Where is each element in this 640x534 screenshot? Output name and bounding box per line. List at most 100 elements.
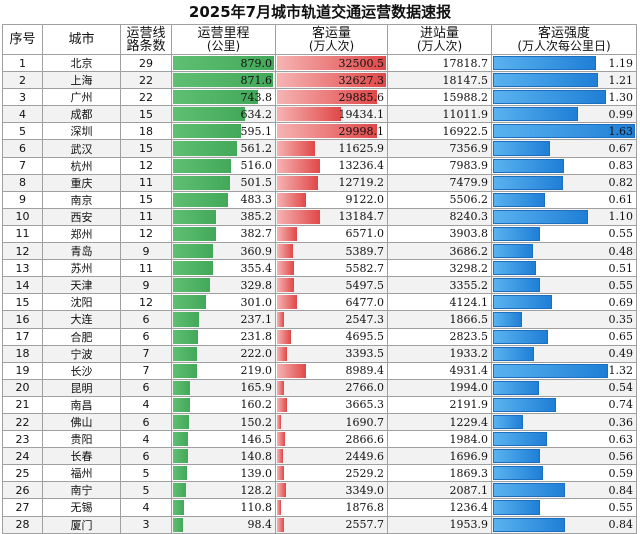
cell-km-value: 128.2 [240, 483, 273, 497]
cell-lines: 6 [120, 378, 172, 397]
cell-entries-value: 1696.9 [449, 449, 489, 463]
cell-entries: 3903.8 [387, 224, 492, 244]
cell-km-bar [173, 449, 188, 464]
cell-intensity-bar [493, 346, 535, 361]
cell-intensity: 0.36 [491, 412, 637, 432]
cell-rank: 11 [2, 224, 43, 244]
cell-km-value: 301.0 [240, 295, 273, 309]
table-row: 16 大连 6 237.1 2547.3 1866.5 0.35 [2, 310, 637, 329]
cell-pax-value: 3393.5 [345, 347, 385, 361]
table-row: 8 重庆 11 501.5 12719.2 7479.9 0.82 [2, 173, 637, 192]
cell-rank: 3 [2, 88, 43, 107]
cell-km-bar [173, 73, 274, 88]
cell-lines: 4 [120, 395, 172, 414]
cell-km-bar [173, 244, 214, 259]
cell-km: 301.0 [171, 293, 276, 312]
cell-entries: 4124.1 [387, 293, 492, 312]
cell-entries-value: 1994.0 [449, 381, 489, 395]
cell-intensity-bar [493, 56, 597, 71]
cell-entries-value: 1953.9 [449, 518, 489, 532]
cell-rank: 10 [2, 207, 43, 226]
cell-rank: 20 [2, 378, 43, 397]
table-row: 14 天津 9 329.8 5497.5 3355.2 0.55 [2, 276, 637, 295]
cell-pax-value: 32627.3 [338, 73, 385, 87]
cell-pax: 29885.6 [275, 88, 388, 107]
cell-pax-bar [277, 517, 284, 532]
cell-city: 贵阳 [42, 430, 121, 449]
cell-lines: 15 [120, 190, 172, 209]
cell-pax: 2557.7 [275, 515, 388, 534]
cell-rank: 19 [2, 361, 43, 380]
cell-intensity-bar [493, 414, 523, 430]
cell-rank: 21 [2, 395, 43, 414]
cell-lines: 12 [120, 293, 172, 312]
cell-km: 871.6 [171, 71, 276, 90]
report-title: 2025年7月城市轨道交通运营数据速报 [188, 3, 452, 21]
cell-intensity: 0.69 [491, 293, 637, 312]
table-row: 7 杭州 12 516.0 13236.4 7983.9 0.83 [2, 156, 637, 175]
cell-intensity-bar [493, 329, 549, 344]
cell-km: 595.1 [171, 122, 276, 141]
cell-pax-value: 3665.3 [345, 398, 385, 412]
cell-km: 160.2 [171, 395, 276, 414]
cell-km: 501.5 [171, 173, 276, 192]
cell-city: 长沙 [42, 361, 121, 380]
cell-entries-value: 2191.9 [449, 398, 489, 412]
cell-pax: 2866.6 [275, 430, 388, 449]
cell-city: 大连 [42, 310, 121, 329]
cell-pax: 13184.7 [275, 207, 388, 226]
cell-lines: 5 [120, 481, 172, 500]
cell-lines: 29 [120, 53, 172, 73]
cell-pax-value: 13184.7 [338, 210, 385, 224]
cell-lines: 3 [120, 515, 172, 534]
cell-rank: 16 [2, 310, 43, 329]
cell-pax-bar [277, 226, 298, 242]
cell-city: 成都 [42, 105, 121, 124]
cell-entries-value: 3355.2 [449, 278, 489, 292]
cell-km: 110.8 [171, 498, 276, 517]
cell-intensity-value: 0.67 [608, 142, 634, 156]
cell-intensity-value: 1.21 [608, 73, 634, 87]
cell-city: 广州 [42, 88, 121, 107]
cell-entries-value: 7983.9 [449, 159, 489, 173]
cell-intensity-value: 0.49 [608, 347, 634, 361]
cell-pax-bar [277, 141, 315, 156]
cell-pax: 5582.7 [275, 259, 388, 278]
cell-intensity-bar [493, 141, 551, 156]
cell-km: 743.8 [171, 88, 276, 107]
cell-entries: 1866.5 [387, 310, 492, 329]
cell-pax: 6477.0 [275, 293, 388, 312]
cell-entries-value: 4124.1 [449, 295, 489, 309]
cell-pax: 32500.5 [275, 53, 388, 73]
cell-intensity: 1.10 [491, 207, 637, 226]
cell-pax-bar [277, 107, 342, 122]
table-row: 10 西安 11 385.2 13184.7 8240.3 1.10 [2, 207, 637, 226]
cell-km-bar [173, 397, 190, 412]
cell-entries: 18147.5 [387, 71, 492, 90]
cell-entries: 3686.2 [387, 242, 492, 261]
cell-km-bar [173, 295, 207, 310]
cell-km-bar [173, 329, 199, 344]
cell-rank: 28 [2, 515, 43, 534]
cell-pax-value: 29998.1 [338, 124, 385, 138]
cell-km-bar [173, 124, 241, 139]
cell-intensity: 0.55 [491, 498, 637, 517]
cell-intensity: 0.55 [491, 276, 637, 295]
cell-entries: 7983.9 [387, 156, 492, 175]
cell-km: 237.1 [171, 310, 276, 329]
cell-entries-value: 1933.2 [449, 347, 489, 361]
cell-lines: 6 [120, 412, 172, 432]
cell-intensity-value: 0.35 [608, 312, 634, 326]
cell-entries-value: 1984.0 [449, 432, 489, 446]
cell-km: 561.2 [171, 139, 276, 158]
cell-rank: 1 [2, 53, 43, 73]
cell-intensity-value: 0.99 [608, 107, 634, 121]
cell-pax-value: 9122.0 [345, 193, 385, 207]
cell-intensity-value: 0.82 [608, 176, 634, 190]
cell-rank: 13 [2, 259, 43, 278]
cell-pax-bar [277, 414, 281, 430]
cell-pax-value: 2766.0 [345, 381, 385, 395]
cell-pax-bar [277, 244, 294, 259]
cell-km-value: 98.4 [247, 518, 273, 532]
cell-lines: 9 [120, 276, 172, 295]
